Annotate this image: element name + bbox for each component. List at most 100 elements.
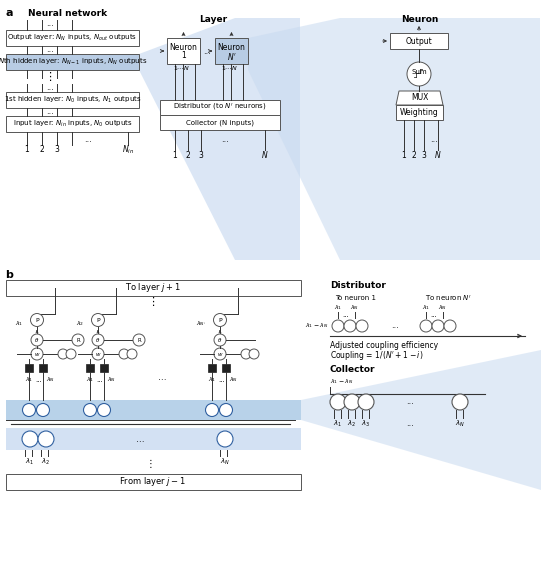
Text: $N$th hidden layer: $N_{N-1}$ inputs, $N_N$ outputs: $N$th hidden layer: $N_{N-1}$ inputs, $N…	[0, 57, 147, 67]
Text: $\lambda_1$: $\lambda_1$	[86, 376, 94, 384]
Text: Collector: Collector	[330, 365, 375, 374]
Circle shape	[38, 431, 54, 447]
Circle shape	[23, 404, 36, 417]
Text: ...: ...	[46, 108, 54, 116]
Text: $\lambda_3$: $\lambda_3$	[361, 419, 371, 429]
Text: ...: ...	[46, 18, 54, 27]
Text: Output: Output	[406, 36, 432, 46]
Circle shape	[241, 349, 251, 359]
Text: To layer $j + 1$: To layer $j + 1$	[125, 282, 181, 295]
Text: $\lambda_N$: $\lambda_N$	[455, 419, 465, 429]
Text: N: N	[435, 150, 441, 160]
Text: P: P	[35, 317, 39, 323]
Circle shape	[91, 314, 104, 327]
Text: P: P	[218, 317, 222, 323]
Text: $\lambda_1$: $\lambda_1$	[25, 457, 35, 467]
Text: R: R	[76, 337, 80, 343]
Bar	[6, 420, 301, 428]
Circle shape	[92, 348, 104, 360]
Circle shape	[249, 349, 259, 359]
Text: 2: 2	[412, 150, 417, 160]
Text: $\lambda_1$: $\lambda_1$	[422, 304, 430, 312]
Bar	[6, 400, 301, 420]
Text: 1: 1	[181, 51, 186, 60]
Circle shape	[332, 320, 344, 332]
Text: ⋮: ⋮	[148, 297, 159, 307]
Circle shape	[127, 349, 137, 359]
Text: ...: ...	[36, 377, 42, 383]
Text: $\theta$: $\theta$	[35, 336, 39, 344]
Text: Sum: Sum	[411, 69, 427, 75]
Text: Output layer: $N_N$ inputs, $N_{out}$ outputs: Output layer: $N_N$ inputs, $N_{out}$ ou…	[8, 33, 137, 43]
Text: $N_{in}$: $N_{in}$	[122, 144, 134, 156]
Text: b: b	[5, 270, 13, 280]
Text: 2: 2	[39, 145, 44, 154]
Text: $N'$: $N'$	[227, 51, 236, 62]
Text: ...: ...	[342, 312, 349, 318]
Circle shape	[220, 404, 233, 417]
Text: Neural network: Neural network	[29, 9, 108, 18]
Text: $\lambda_N$: $\lambda_N$	[229, 376, 239, 384]
Polygon shape	[139, 18, 300, 260]
Text: 1: 1	[25, 145, 29, 154]
Text: Neuron: Neuron	[401, 14, 439, 23]
Circle shape	[31, 348, 43, 360]
Bar	[222, 364, 230, 372]
Text: 1st hidden layer: $N_0$ inputs, $N_1$ outputs: 1st hidden layer: $N_0$ inputs, $N_1$ ou…	[4, 95, 141, 105]
Bar	[100, 364, 108, 372]
Text: $1 \cdots N$: $1 \cdots N$	[173, 64, 189, 72]
Circle shape	[432, 320, 444, 332]
Polygon shape	[248, 18, 540, 260]
Text: $\lambda_N$: $\lambda_N$	[438, 304, 447, 312]
Text: $1 \cdots N$: $1 \cdots N$	[221, 64, 237, 72]
Circle shape	[83, 404, 96, 417]
Bar	[208, 364, 216, 372]
Text: Coupling = $1 / (N' + 1 - i)$: Coupling = $1 / (N' + 1 - i)$	[330, 349, 424, 363]
Text: ...: ...	[430, 136, 438, 145]
Text: 1: 1	[401, 150, 406, 160]
Text: Collector (N inputs): Collector (N inputs)	[186, 119, 254, 126]
Circle shape	[97, 404, 110, 417]
Text: To neuron $N'$: To neuron $N'$	[425, 293, 472, 303]
Text: Neuron: Neuron	[169, 43, 197, 51]
Circle shape	[72, 334, 84, 346]
Text: 2: 2	[186, 150, 190, 160]
Text: Layer: Layer	[199, 14, 227, 23]
Bar	[6, 280, 301, 296]
Text: 3: 3	[421, 150, 426, 160]
Bar	[390, 33, 448, 49]
Circle shape	[30, 314, 43, 327]
Text: $\theta$: $\theta$	[217, 336, 223, 344]
Text: w: w	[217, 352, 222, 356]
Bar	[6, 428, 301, 450]
Text: ...: ...	[84, 135, 92, 144]
Text: $\lambda_1$: $\lambda_1$	[208, 376, 216, 384]
Circle shape	[420, 320, 432, 332]
Text: w: w	[35, 352, 39, 356]
Circle shape	[358, 394, 374, 410]
Circle shape	[214, 348, 226, 360]
Bar	[160, 100, 280, 115]
Circle shape	[344, 320, 356, 332]
Text: ...: ...	[157, 373, 166, 382]
Text: $\theta$: $\theta$	[95, 336, 101, 344]
Bar	[167, 38, 200, 64]
Text: To neuron 1: To neuron 1	[335, 295, 376, 301]
Bar	[215, 38, 248, 64]
Bar	[6, 30, 139, 46]
Text: 3: 3	[55, 145, 60, 154]
Polygon shape	[396, 91, 443, 105]
Text: Adjusted coupling efficiency: Adjusted coupling efficiency	[330, 341, 438, 351]
Text: MUX: MUX	[411, 93, 428, 103]
Text: $\lambda_1$: $\lambda_1$	[334, 304, 342, 312]
Text: ...: ...	[46, 83, 54, 92]
Circle shape	[444, 320, 456, 332]
Circle shape	[36, 404, 49, 417]
Circle shape	[133, 334, 145, 346]
Text: $\lambda_N$: $\lambda_N$	[351, 304, 360, 312]
Circle shape	[452, 394, 468, 410]
Text: Distributor (to $N'$ neurons): Distributor (to $N'$ neurons)	[173, 102, 267, 113]
Text: $\lambda_2$: $\lambda_2$	[76, 320, 84, 328]
Text: a: a	[5, 8, 12, 18]
Text: Input layer: $N_{in}$ inputs, $N_0$ outputs: Input layer: $N_{in}$ inputs, $N_0$ outp…	[12, 119, 133, 129]
